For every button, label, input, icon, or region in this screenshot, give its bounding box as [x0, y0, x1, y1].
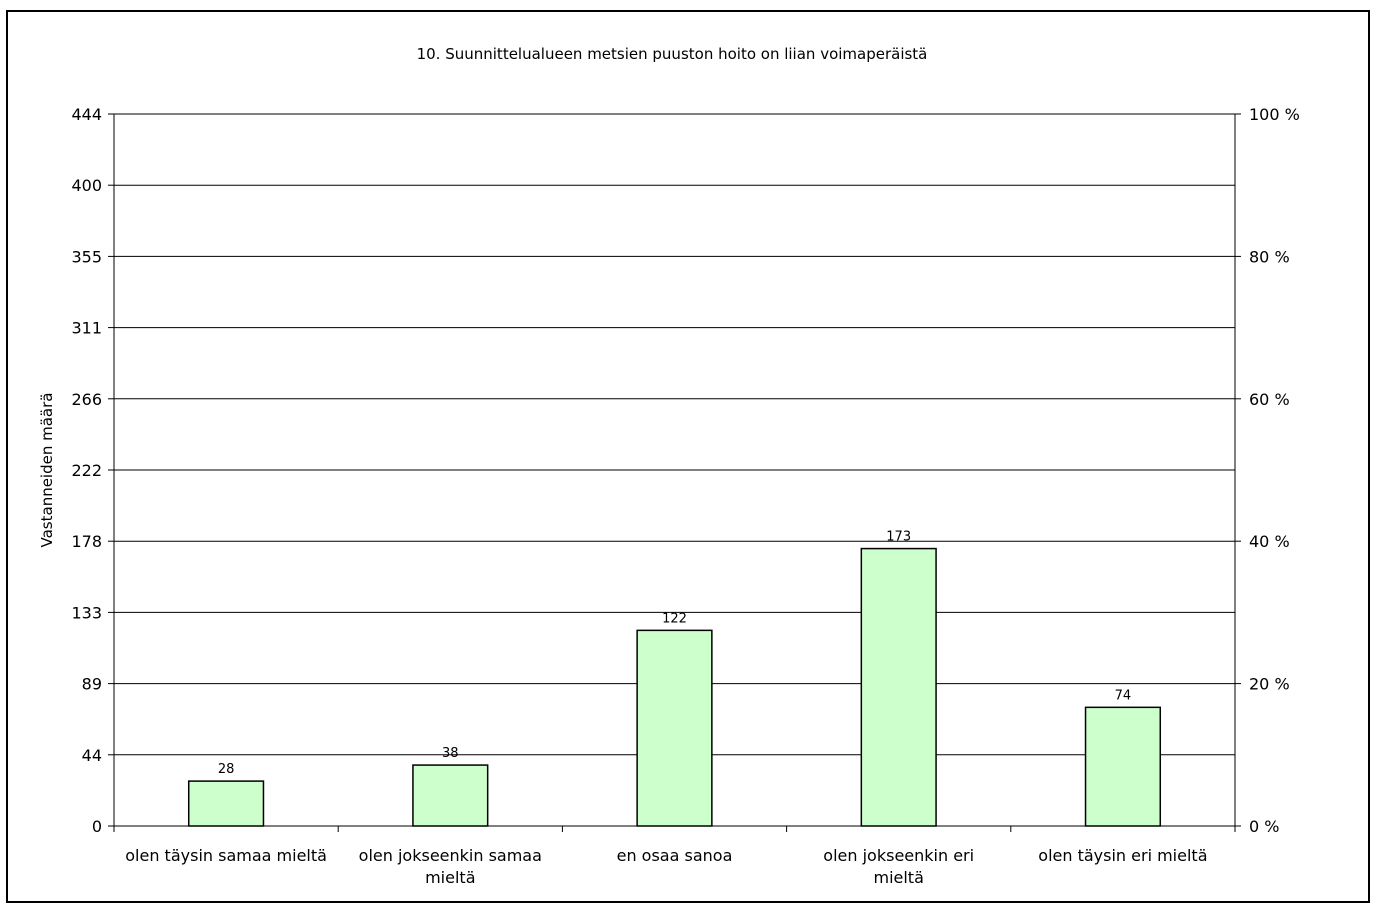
data-label: 74 — [1115, 688, 1132, 703]
category-label: mieltä — [873, 868, 923, 887]
y2-tick-label: 40 % — [1249, 532, 1290, 551]
y-tick-label: 444 — [71, 105, 102, 124]
y2-tick-label: 100 % — [1249, 105, 1300, 124]
data-label: 28 — [218, 762, 235, 777]
data-label: 38 — [442, 746, 459, 761]
bar — [1084, 706, 1162, 827]
bar — [636, 629, 713, 827]
y-tick-label: 44 — [82, 746, 102, 765]
bar — [412, 764, 489, 827]
data-label: 122 — [662, 611, 687, 626]
y2-tick-label: 60 % — [1249, 390, 1290, 409]
y2-tick-label: 20 % — [1249, 675, 1290, 694]
bars — [187, 547, 1162, 827]
y-tick-label: 222 — [71, 461, 102, 480]
y-tick-label: 89 — [82, 675, 102, 694]
y-tick-label: 311 — [71, 319, 102, 338]
category-label: mieltä — [425, 868, 475, 887]
grid-lines — [114, 113, 1235, 756]
y2-tick-label: 0 % — [1249, 817, 1279, 836]
y2-tick-label: 80 % — [1249, 247, 1290, 266]
category-label: olen täysin samaa mieltä — [125, 846, 327, 865]
category-label: olen jokseenkin eri — [823, 846, 974, 865]
y-tick-label: 0 — [92, 817, 102, 836]
labels: 0 44 89 133 178 222 266 311 355 400 444 0 % 20 % 40 %… — [71, 105, 1299, 887]
category-label: olen jokseenkin samaa — [359, 846, 542, 865]
bar — [187, 780, 265, 827]
chart-title: 10. Suunnittelualueen metsien puuston ho… — [417, 45, 928, 63]
y-tick-label: 178 — [71, 532, 102, 551]
y-tick-label: 400 — [71, 176, 102, 195]
y-tick-label: 133 — [71, 603, 102, 622]
data-label: 173 — [886, 530, 911, 545]
category-label: en osaa sanoa — [617, 846, 733, 865]
y-tick-label: 355 — [71, 247, 102, 266]
bar — [860, 547, 937, 827]
y-axis-title: Vastanneiden määrä — [38, 393, 56, 548]
y-tick-label: 266 — [71, 390, 102, 409]
category-label: olen täysin eri mieltä — [1038, 846, 1207, 865]
